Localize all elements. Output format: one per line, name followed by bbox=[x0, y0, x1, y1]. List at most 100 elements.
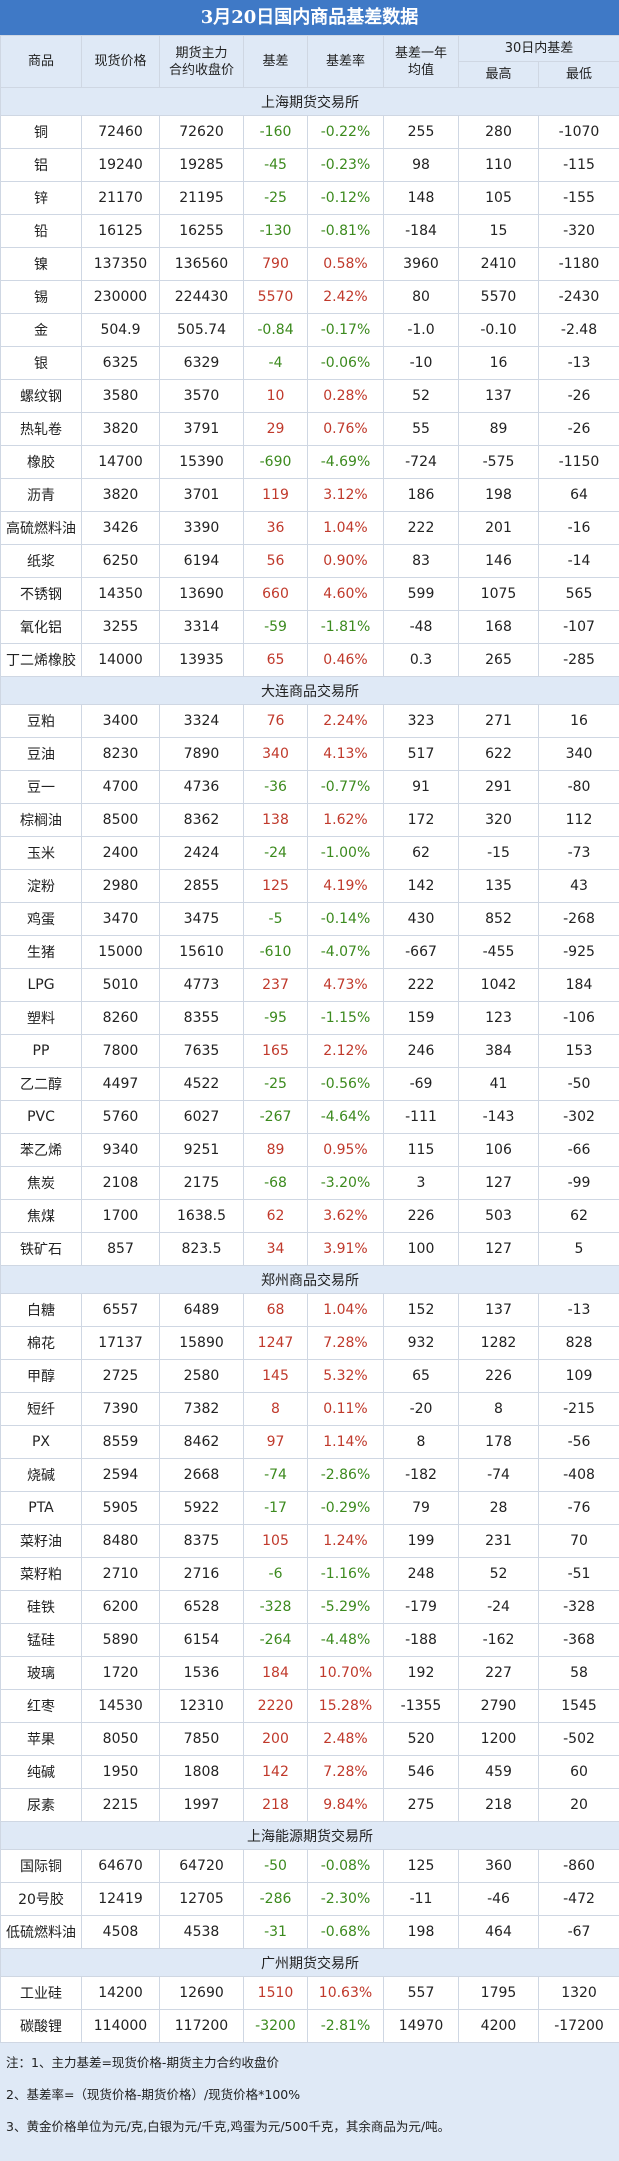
basis-value: 340 bbox=[244, 738, 308, 771]
year-average: 198 bbox=[384, 1916, 459, 1949]
spot-price: 5905 bbox=[82, 1492, 160, 1525]
high-30d: 135 bbox=[459, 870, 539, 903]
basis-rate: 1.24% bbox=[308, 1525, 384, 1558]
futures-price: 64720 bbox=[160, 1850, 244, 1883]
basis-rate: 0.76% bbox=[308, 413, 384, 446]
futures-price: 2424 bbox=[160, 837, 244, 870]
section-title: 上海期货交易所 bbox=[1, 88, 619, 116]
low-30d: -2430 bbox=[539, 281, 619, 314]
basis-value: -3200 bbox=[244, 2010, 308, 2043]
low-30d: -76 bbox=[539, 1492, 619, 1525]
commodity-name: 镍 bbox=[1, 248, 82, 281]
high-30d: 15 bbox=[459, 215, 539, 248]
low-30d: -107 bbox=[539, 611, 619, 644]
high-30d: 265 bbox=[459, 644, 539, 677]
spot-price: 6557 bbox=[82, 1294, 160, 1327]
low-30d: -320 bbox=[539, 215, 619, 248]
futures-price: 136560 bbox=[160, 248, 244, 281]
commodity-name: 锌 bbox=[1, 182, 82, 215]
basis-rate: 3.91% bbox=[308, 1233, 384, 1266]
basis-value: 119 bbox=[244, 479, 308, 512]
spot-price: 7800 bbox=[82, 1035, 160, 1068]
basis-rate: 2.42% bbox=[308, 281, 384, 314]
header-high: 最高 bbox=[459, 62, 539, 88]
year-average: -667 bbox=[384, 936, 459, 969]
futures-price: 8375 bbox=[160, 1525, 244, 1558]
high-30d: 271 bbox=[459, 705, 539, 738]
basis-rate: 0.28% bbox=[308, 380, 384, 413]
low-30d: 5 bbox=[539, 1233, 619, 1266]
high-30d: 41 bbox=[459, 1068, 539, 1101]
low-30d: -99 bbox=[539, 1167, 619, 1200]
futures-price: 3570 bbox=[160, 380, 244, 413]
basis-rate: -4.48% bbox=[308, 1624, 384, 1657]
basis-rate: 0.11% bbox=[308, 1393, 384, 1426]
basis-value: -25 bbox=[244, 1068, 308, 1101]
basis-value: 145 bbox=[244, 1360, 308, 1393]
spot-price: 8050 bbox=[82, 1723, 160, 1756]
basis-value: -690 bbox=[244, 446, 308, 479]
commodity-name: LPG bbox=[1, 969, 82, 1002]
commodity-name: 铝 bbox=[1, 149, 82, 182]
basis-rate: -0.29% bbox=[308, 1492, 384, 1525]
basis-value: 10 bbox=[244, 380, 308, 413]
commodity-name: PP bbox=[1, 1035, 82, 1068]
year-average: 226 bbox=[384, 1200, 459, 1233]
commodity-name: PX bbox=[1, 1426, 82, 1459]
commodity-name: 苯乙烯 bbox=[1, 1134, 82, 1167]
basis-value: -36 bbox=[244, 771, 308, 804]
commodity-name: 豆油 bbox=[1, 738, 82, 771]
basis-value: 36 bbox=[244, 512, 308, 545]
spot-price: 2725 bbox=[82, 1360, 160, 1393]
futures-price: 12705 bbox=[160, 1883, 244, 1916]
basis-rate: -4.64% bbox=[308, 1101, 384, 1134]
year-average: 55 bbox=[384, 413, 459, 446]
year-average: 0.3 bbox=[384, 644, 459, 677]
low-30d: 70 bbox=[539, 1525, 619, 1558]
basis-value: 125 bbox=[244, 870, 308, 903]
low-30d: -328 bbox=[539, 1591, 619, 1624]
basis-rate: 0.95% bbox=[308, 1134, 384, 1167]
high-30d: 137 bbox=[459, 380, 539, 413]
year-average: 546 bbox=[384, 1756, 459, 1789]
futures-price: 13935 bbox=[160, 644, 244, 677]
year-average: -188 bbox=[384, 1624, 459, 1657]
high-30d: 852 bbox=[459, 903, 539, 936]
basis-rate: 3.12% bbox=[308, 479, 384, 512]
high-30d: 464 bbox=[459, 1916, 539, 1949]
high-30d: 178 bbox=[459, 1426, 539, 1459]
low-30d: -860 bbox=[539, 1850, 619, 1883]
low-30d: -16 bbox=[539, 512, 619, 545]
futures-price: 1638.5 bbox=[160, 1200, 244, 1233]
commodity-name: 生猪 bbox=[1, 936, 82, 969]
futures-price: 4736 bbox=[160, 771, 244, 804]
high-30d: 52 bbox=[459, 1558, 539, 1591]
high-30d: 105 bbox=[459, 182, 539, 215]
low-30d: -115 bbox=[539, 149, 619, 182]
commodity-name: 银 bbox=[1, 347, 82, 380]
basis-value: 29 bbox=[244, 413, 308, 446]
high-30d: 360 bbox=[459, 1850, 539, 1883]
basis-rate: 4.13% bbox=[308, 738, 384, 771]
futures-price: 7382 bbox=[160, 1393, 244, 1426]
spot-price: 2215 bbox=[82, 1789, 160, 1822]
high-30d: -46 bbox=[459, 1883, 539, 1916]
basis-rate: -0.77% bbox=[308, 771, 384, 804]
year-average: -48 bbox=[384, 611, 459, 644]
low-30d: 565 bbox=[539, 578, 619, 611]
spot-price: 3426 bbox=[82, 512, 160, 545]
basis-value: -59 bbox=[244, 611, 308, 644]
basis-value: -74 bbox=[244, 1459, 308, 1492]
